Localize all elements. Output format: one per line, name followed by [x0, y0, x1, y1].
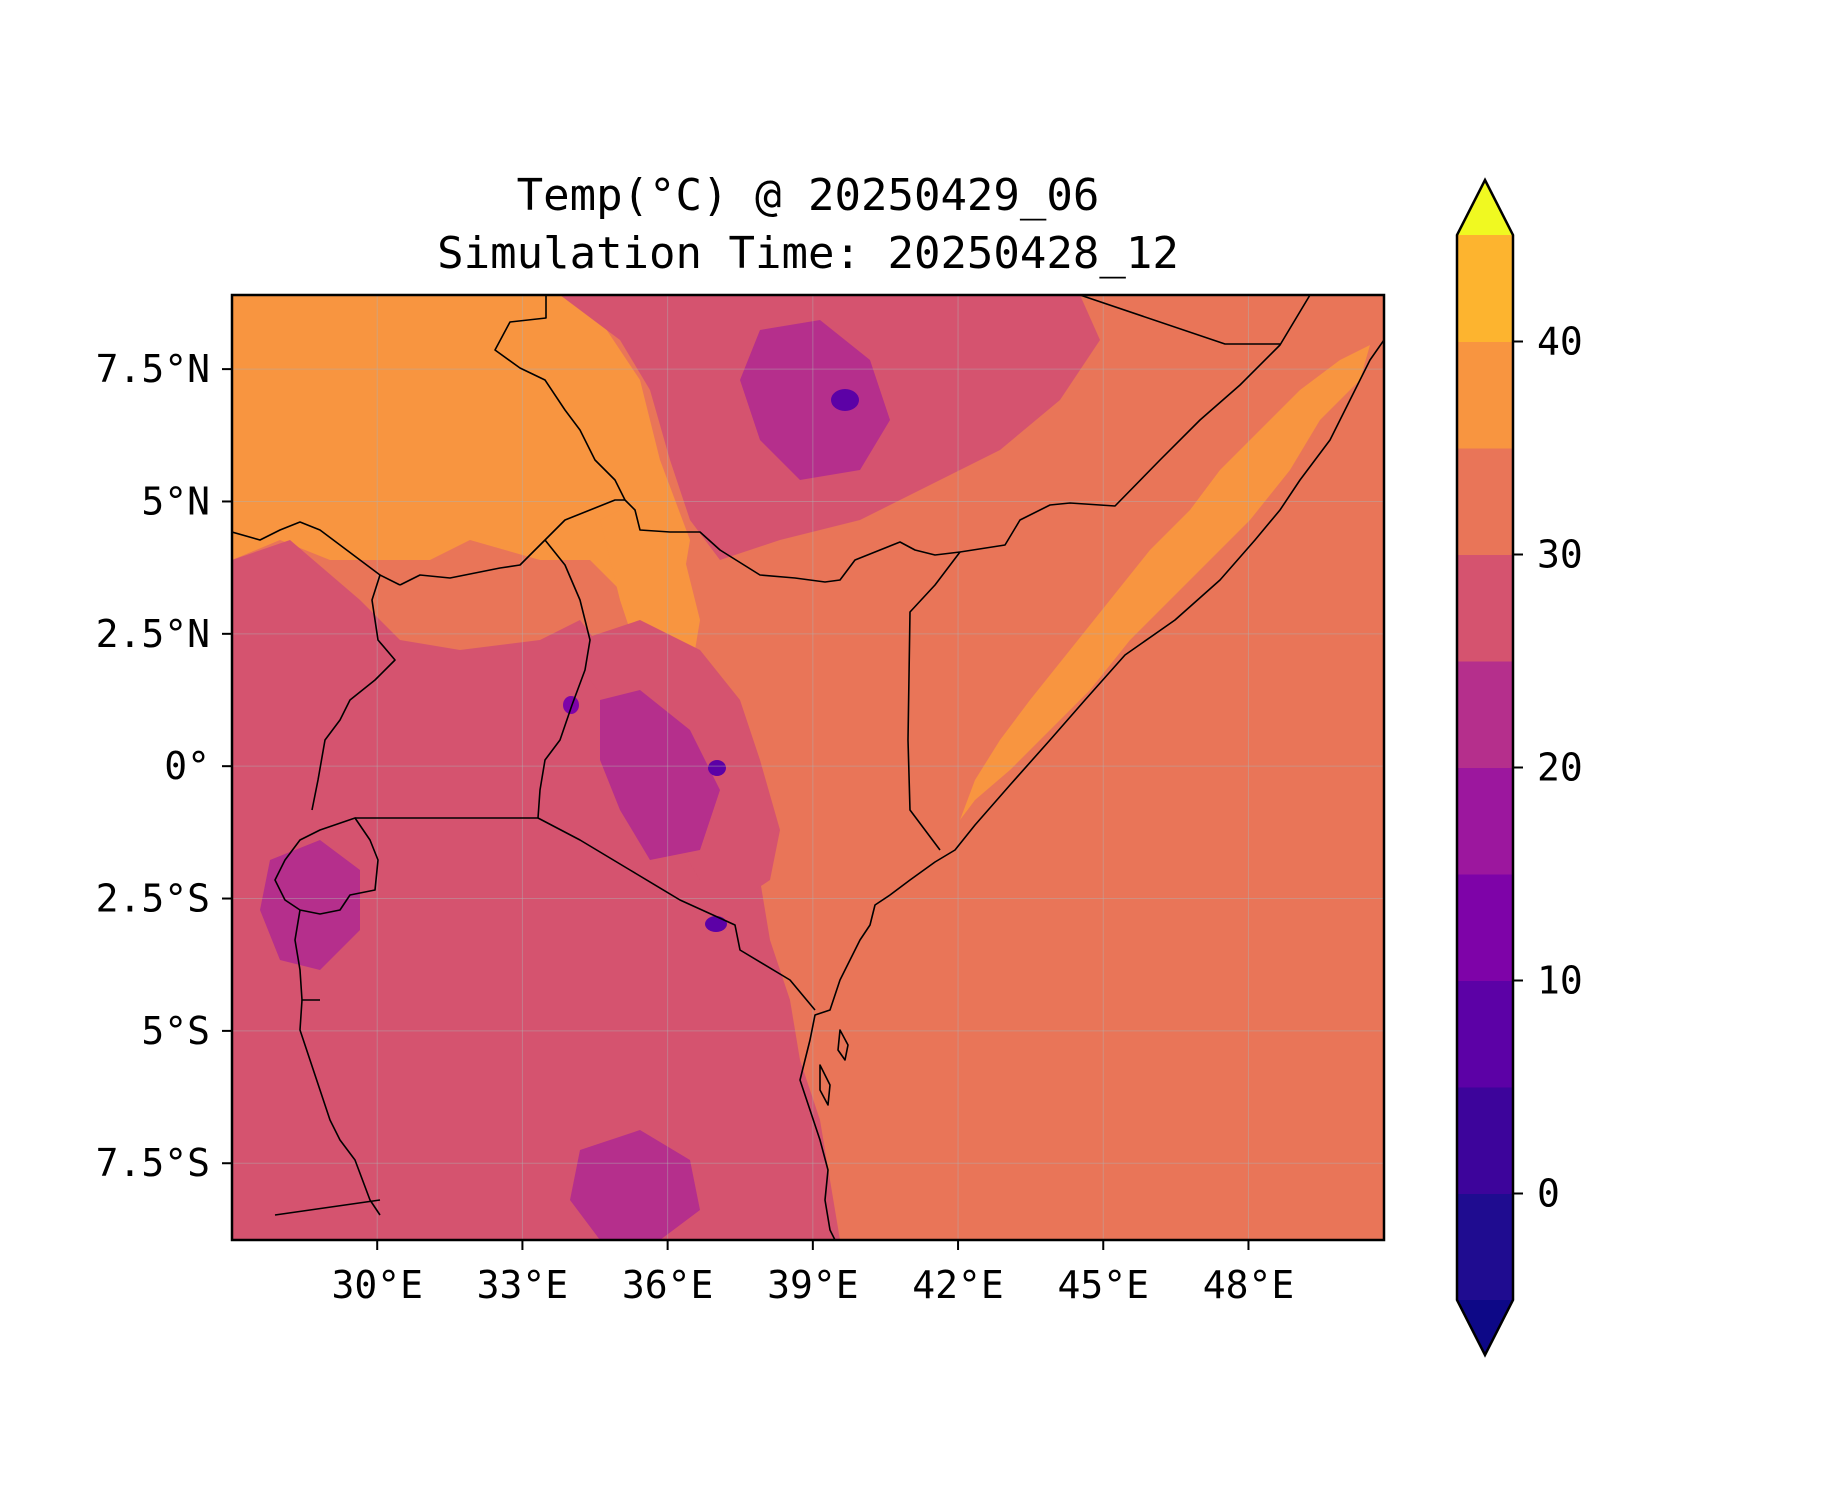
colorbar-extend-max: [1457, 180, 1513, 235]
colorbar: 0 10 20 30 40: [1455, 177, 1583, 1358]
country-borders: [232, 295, 1384, 1240]
cold-patch-ethiopia: [740, 320, 890, 480]
colorbar-tick-label: 20: [1537, 746, 1583, 790]
island-zanzibar: [837, 1029, 849, 1061]
lon-tick-label: 30°E: [331, 1263, 423, 1307]
colorbar-outline: [1455, 177, 1515, 1358]
colorbar-segment: [1457, 235, 1513, 342]
lon-tick-label: 36°E: [622, 1263, 714, 1307]
lat-tick-label: 0°: [164, 744, 210, 788]
lon-tick-label: 48°E: [1203, 1263, 1295, 1307]
warm-region-south-sudan: [232, 295, 690, 640]
colorbar-segment: [1457, 661, 1513, 768]
island-pemba: [819, 1064, 831, 1106]
colorbar-tick-label: 0: [1537, 1172, 1560, 1216]
colorbar-tick-label: 30: [1537, 533, 1583, 577]
colorbar-segment: [1457, 554, 1513, 662]
latitude-axis: 7.5°N 5°N 2.5°N 0° 2.5°S 5°S 7.5°S: [96, 347, 232, 1185]
colorbar-extend-min: [1457, 1300, 1513, 1355]
border-ethiopia-somaliland: [1079, 295, 1280, 345]
lon-tick-label: 33°E: [477, 1263, 569, 1307]
border-kenya-somalia: [907, 551, 961, 851]
cold-peak-kilimanjaro: [705, 916, 727, 932]
border-south-sudan-uganda: [399, 499, 625, 586]
cold-patch-tanzania-south: [570, 1130, 700, 1240]
lat-tick-label: 2.5°S: [96, 877, 210, 921]
lon-tick-label: 39°E: [767, 1263, 859, 1307]
border-tanzania-zambia: [274, 1199, 381, 1216]
warm-region-somali-coast: [960, 345, 1370, 820]
lat-tick-label: 7.5°N: [96, 347, 210, 391]
coastline-east-africa: [799, 339, 1384, 1240]
lat-tick-label: 7.5°S: [96, 1141, 210, 1185]
colorbar-segment: [1457, 341, 1513, 449]
map-subtitle: Simulation Time: 20250428_12: [437, 228, 1179, 279]
cold-peak-elgon: [563, 696, 579, 714]
border-south-sudan-drc-car: [232, 521, 401, 586]
colorbar-segment: [1457, 1087, 1513, 1194]
colorbar-segment: [1457, 767, 1513, 875]
map-frame: [230, 293, 1386, 1242]
map-title: Temp(°C) @ 20250429_06: [517, 170, 1100, 221]
lon-tick-label: 45°E: [1058, 1263, 1150, 1307]
border-south-sudan-ethiopia: [624, 499, 961, 583]
colorbar-tick-label: 40: [1537, 320, 1583, 364]
border-tanzania-drc-lake: [299, 999, 381, 1216]
cold-patch-kenya: [600, 690, 720, 860]
border-uganda-drc: [311, 574, 396, 811]
cool-region-great-lakes: [232, 540, 840, 1240]
map-area: [232, 295, 1384, 1240]
temperature-field: [232, 295, 1370, 1240]
border-kenya-tanzania: [537, 817, 816, 1011]
lon-tick-label: 42°E: [912, 1263, 1004, 1307]
border-sudan-south-sudan: [494, 295, 626, 501]
cold-peak-mt-kenya: [708, 760, 726, 776]
border-ethiopia-somalia: [959, 295, 1311, 553]
border-rwanda-burundi: [274, 817, 379, 915]
colorbar-segment: [1457, 980, 1513, 1088]
colorbar-segment: [1457, 874, 1513, 981]
colorbar-tick-label: 10: [1537, 959, 1583, 1003]
border-burundi-drc: [294, 909, 320, 1001]
lat-tick-label: 5°N: [141, 479, 210, 523]
lat-tick-label: 2.5°N: [96, 612, 210, 656]
colorbar-segment: [1457, 1193, 1513, 1301]
cold-patch-rift-west: [260, 840, 360, 970]
border-uganda-kenya: [537, 539, 591, 819]
longitude-axis: 30°E 33°E 36°E 39°E 42°E 45°E 48°E: [331, 1240, 1294, 1307]
lat-tick-label: 5°S: [141, 1009, 210, 1053]
colorbar-segment: [1457, 448, 1513, 555]
cold-peak-ethiopia: [831, 389, 859, 411]
gridlines: [232, 295, 1384, 1240]
